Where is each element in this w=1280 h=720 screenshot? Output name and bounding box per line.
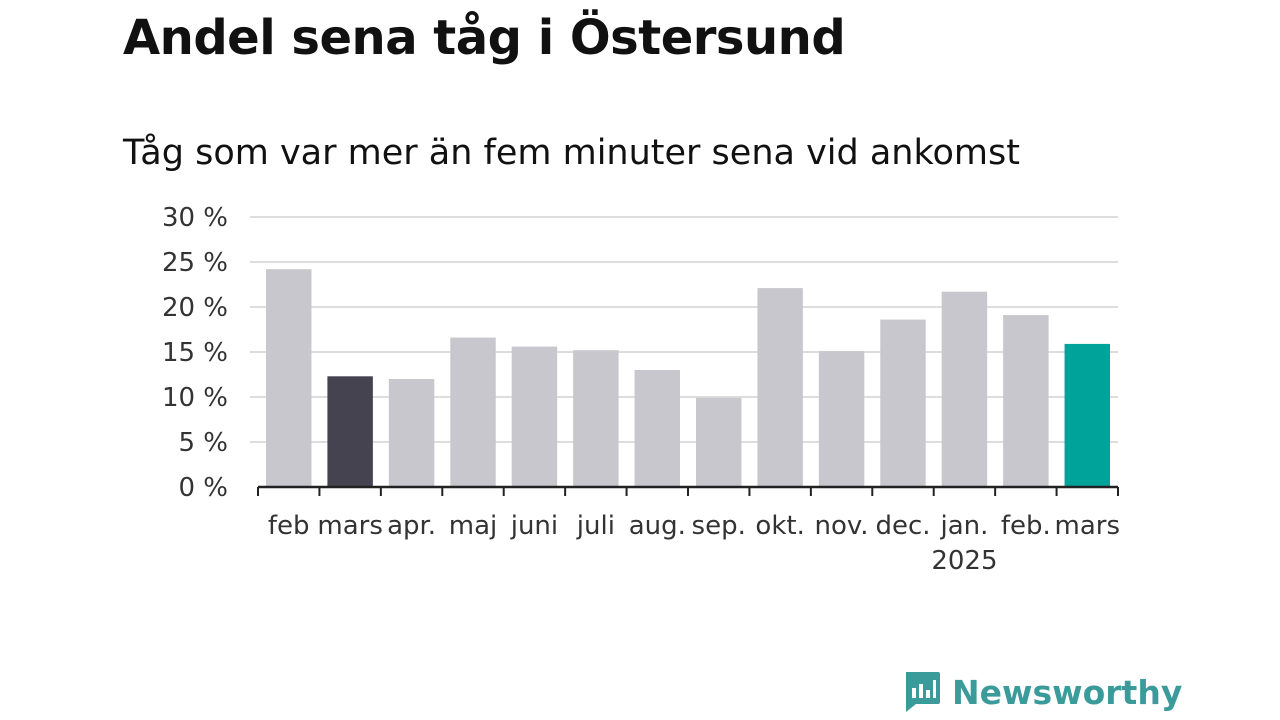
x-tick-label: juli [576, 511, 615, 541]
bar [327, 376, 373, 487]
x-tick-label: jan. [939, 511, 988, 541]
bar [450, 337, 496, 487]
chart-title: Andel sena tåg i Östersund [123, 10, 846, 66]
x-tick-label: okt. [755, 511, 804, 541]
y-tick-label: 10 % [162, 383, 228, 413]
brand-name: Newsworthy [952, 672, 1183, 712]
chart-subtitle: Tåg som var mer än fem minuter sena vid … [123, 133, 1020, 173]
bar [1003, 315, 1049, 487]
x-tick-label: aug. [629, 511, 686, 541]
x-tick-sublabel: 2025 [931, 546, 997, 576]
bar [573, 350, 619, 487]
bar [1064, 343, 1111, 487]
x-tick-label: dec. [875, 511, 930, 541]
y-tick-label: 30 % [162, 203, 228, 233]
y-tick-label: 15 % [162, 338, 228, 368]
x-tick-label: sep. [692, 511, 746, 541]
x-tick-label: feb [268, 511, 310, 541]
newsworthy-logo-icon [906, 672, 940, 712]
brand-logo: Newsworthy [902, 670, 1182, 714]
y-tick-label: 0 % [178, 473, 228, 503]
x-tick-label: mars [317, 511, 383, 541]
x-tick-label: maj [449, 511, 497, 541]
bar [634, 370, 681, 487]
x-tick-label: apr. [387, 511, 436, 541]
bar [818, 351, 865, 487]
x-tick-label: nov. [815, 511, 869, 541]
y-tick-label: 25 % [162, 248, 228, 278]
x-tick-label: feb. [1001, 511, 1051, 541]
x-tick-label: juni [510, 511, 558, 541]
bar [388, 379, 435, 487]
bar [941, 291, 988, 487]
y-tick-label: 5 % [178, 428, 228, 458]
bar [695, 397, 742, 487]
bar [265, 269, 312, 487]
bar [511, 346, 558, 487]
x-tick-label: mars [1055, 511, 1121, 541]
y-tick-label: 20 % [162, 293, 228, 323]
bar [880, 319, 926, 487]
bar [757, 288, 803, 487]
